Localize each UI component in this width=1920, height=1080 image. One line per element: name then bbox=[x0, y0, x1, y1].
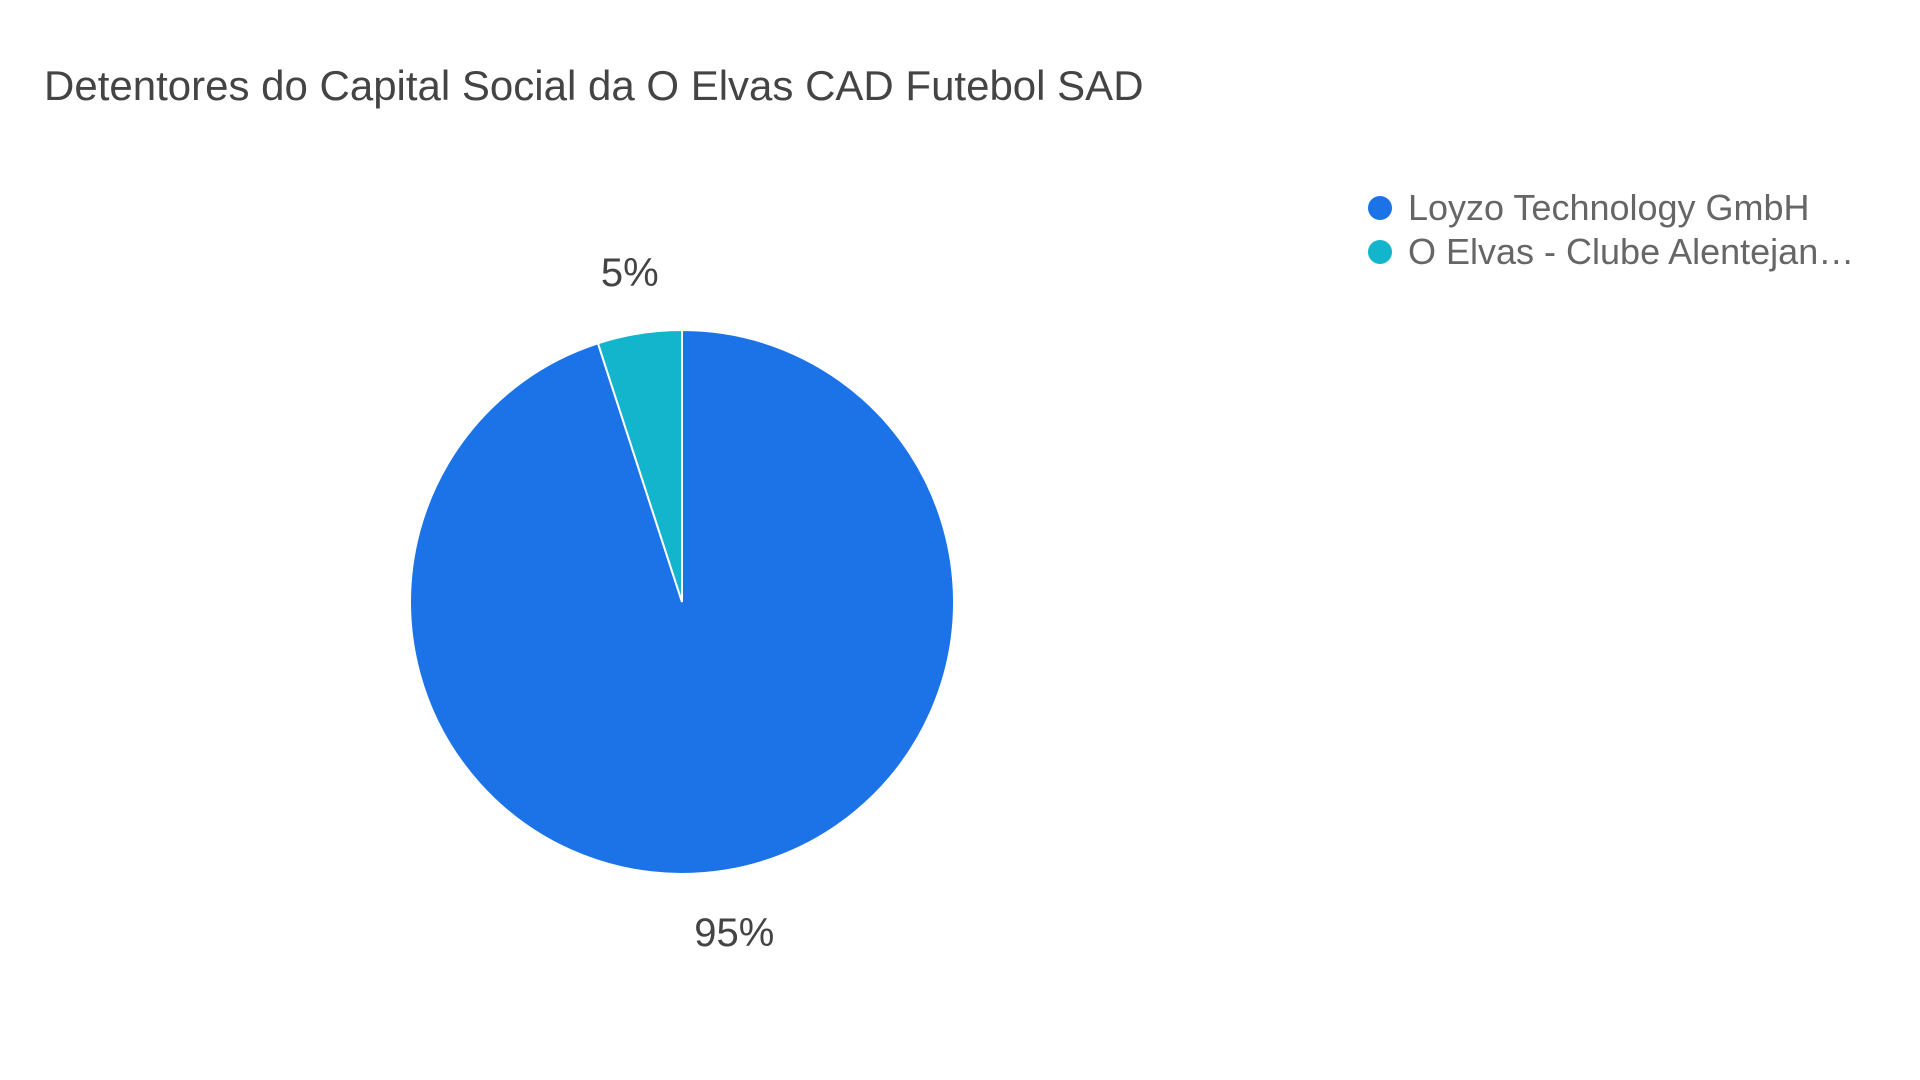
chart-legend: Loyzo Technology GmbH O Elvas - Clube Al… bbox=[1368, 186, 1854, 274]
slice-label-loyzo: 95% bbox=[694, 911, 774, 955]
slice-label-o-elvas: 5% bbox=[601, 251, 659, 295]
chart-title: Detentores do Capital Social da O Elvas … bbox=[44, 62, 1144, 109]
legend-label: Loyzo Technology GmbH bbox=[1408, 187, 1810, 228]
legend-item-o-elvas[interactable]: O Elvas - Clube Alentejan… bbox=[1368, 230, 1854, 274]
legend-swatch-icon bbox=[1368, 196, 1392, 220]
legend-swatch-icon bbox=[1368, 240, 1392, 264]
pie-slice-o-elvas[interactable] bbox=[596, 328, 683, 603]
legend-label: O Elvas - Clube Alentejan… bbox=[1408, 231, 1855, 272]
legend-item-loyzo[interactable]: Loyzo Technology GmbH bbox=[1368, 186, 1854, 230]
